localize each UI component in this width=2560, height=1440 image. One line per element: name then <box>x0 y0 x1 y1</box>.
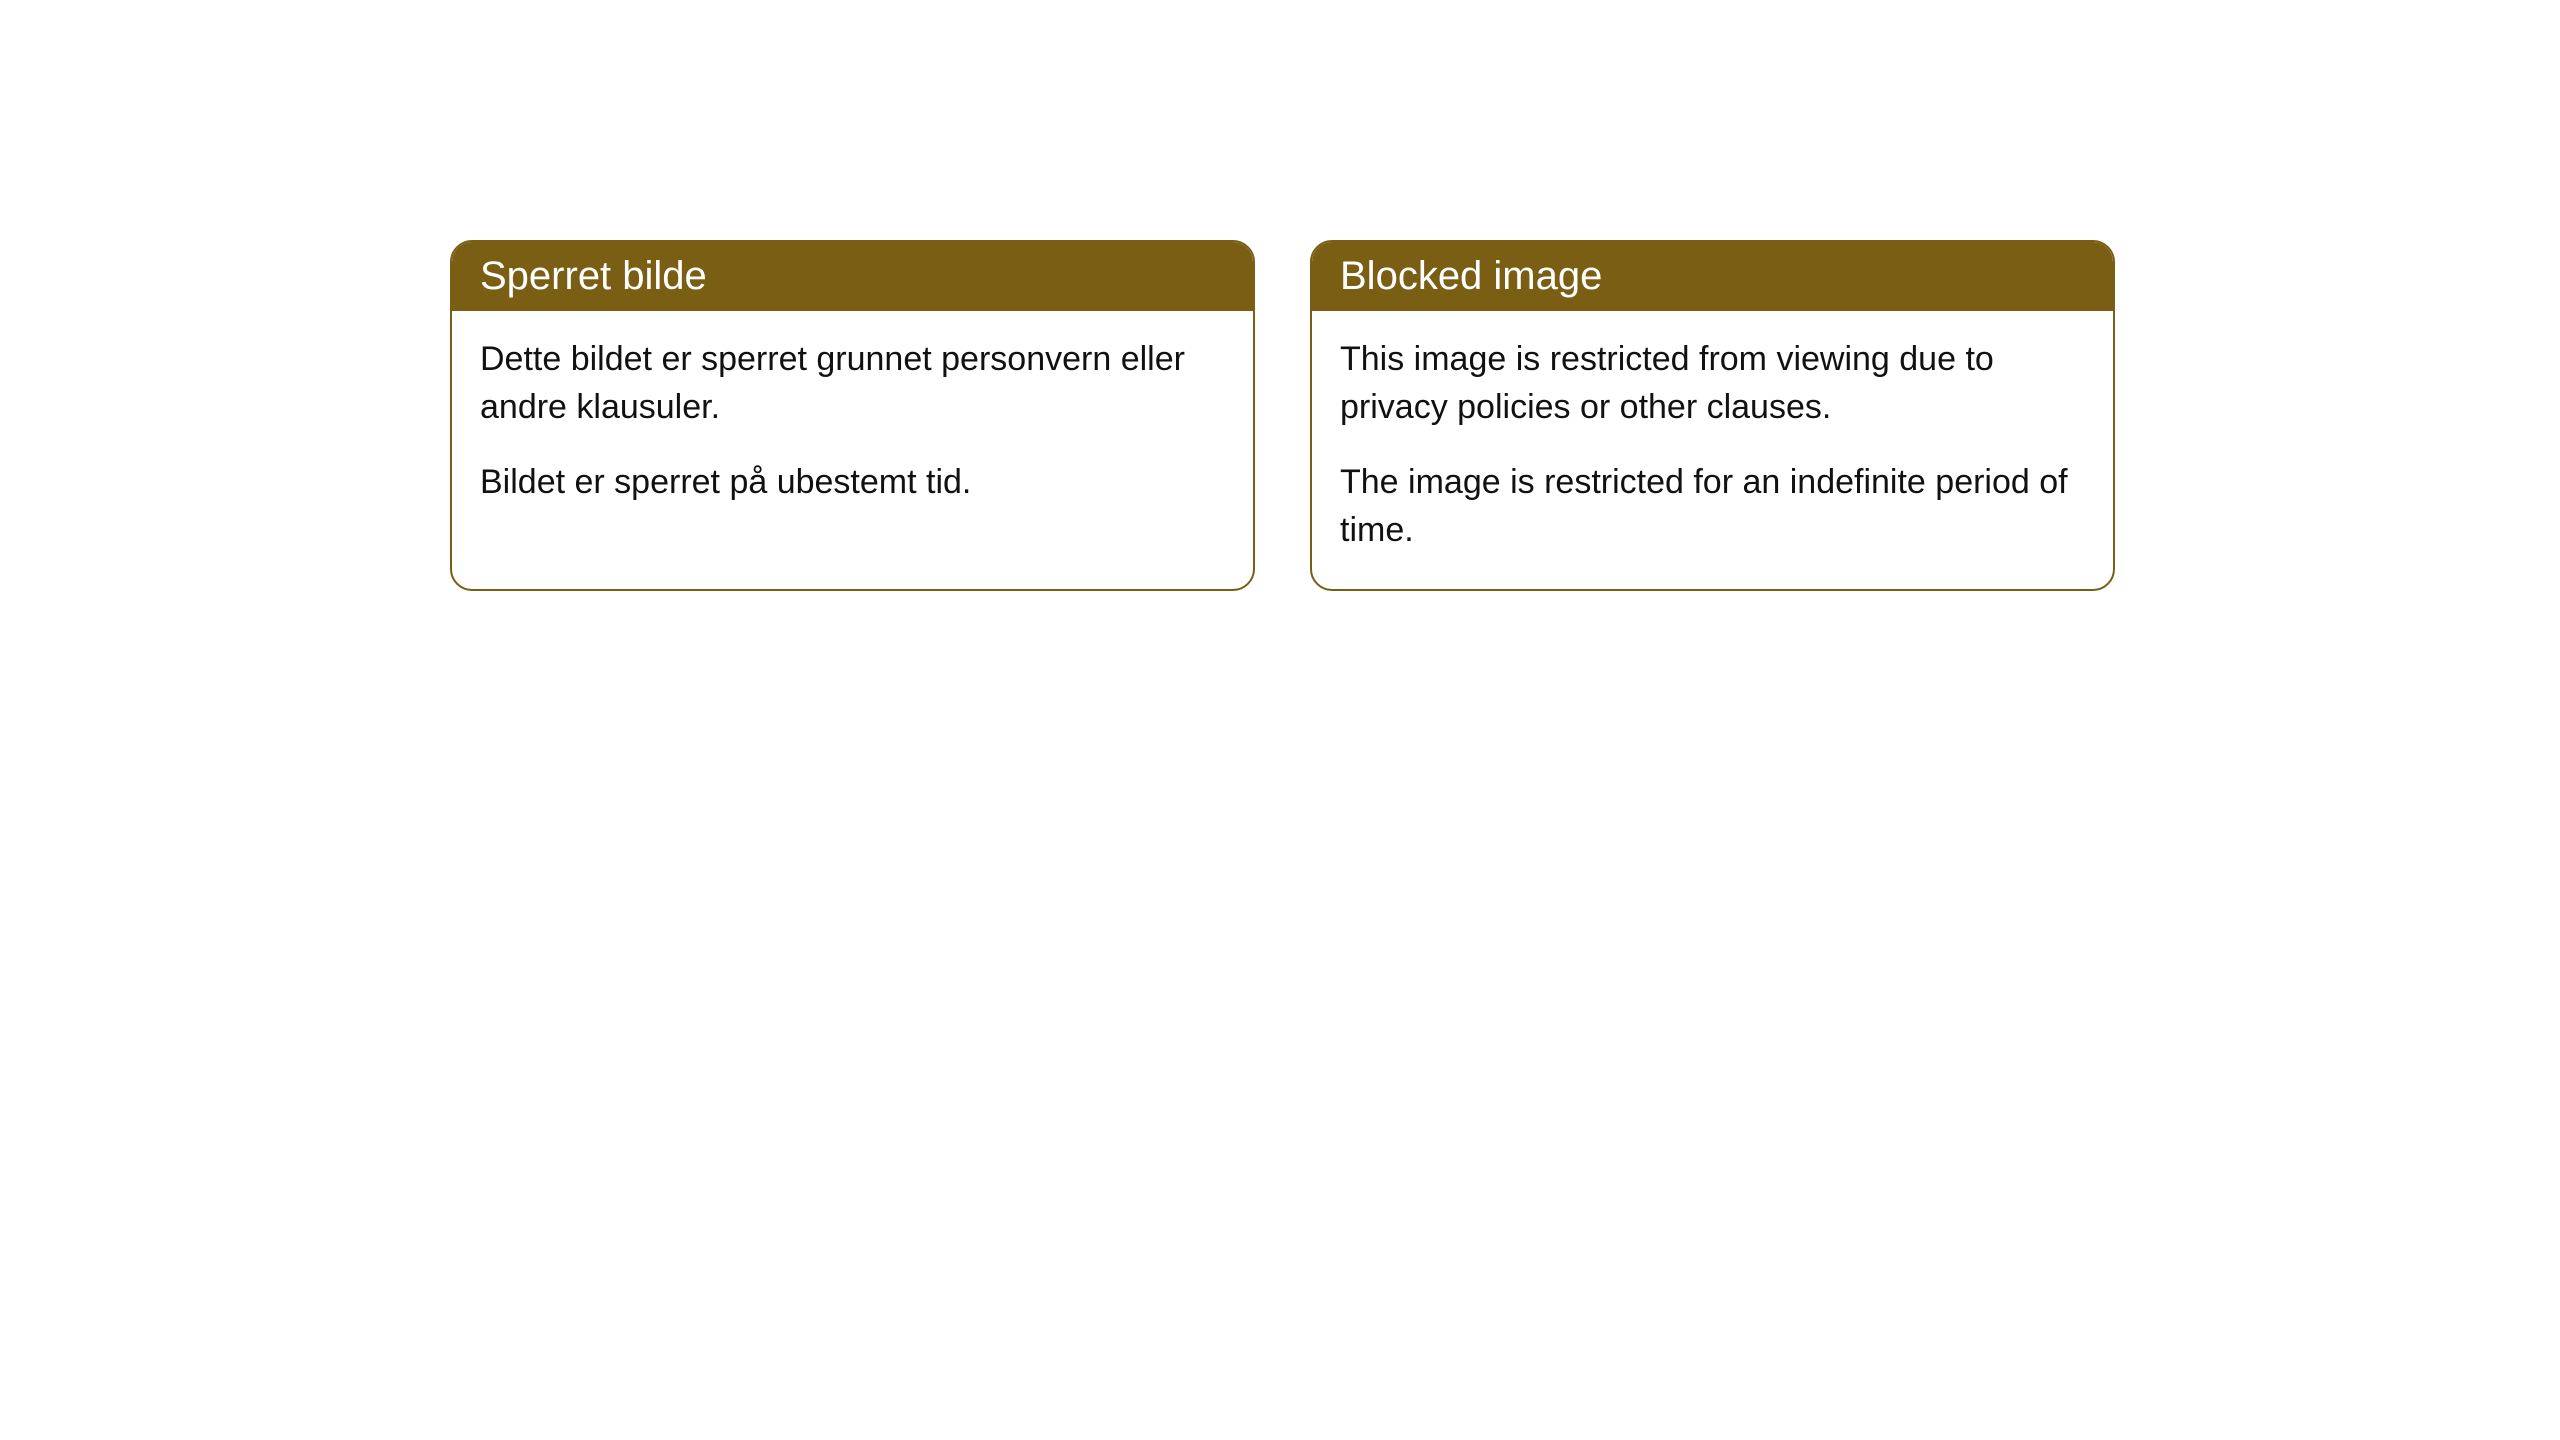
card-norwegian: Sperret bilde Dette bildet er sperret gr… <box>450 240 1255 591</box>
card-paragraph: Dette bildet er sperret grunnet personve… <box>480 336 1225 431</box>
card-header-norwegian: Sperret bilde <box>452 242 1253 311</box>
card-english: Blocked image This image is restricted f… <box>1310 240 2115 591</box>
card-header-english: Blocked image <box>1312 242 2113 311</box>
card-paragraph: The image is restricted for an indefinit… <box>1340 459 2085 554</box>
cards-container: Sperret bilde Dette bildet er sperret gr… <box>450 240 2560 591</box>
card-body-english: This image is restricted from viewing du… <box>1312 311 2113 589</box>
card-paragraph: This image is restricted from viewing du… <box>1340 336 2085 431</box>
card-paragraph: Bildet er sperret på ubestemt tid. <box>480 459 1225 507</box>
card-body-norwegian: Dette bildet er sperret grunnet personve… <box>452 311 1253 542</box>
